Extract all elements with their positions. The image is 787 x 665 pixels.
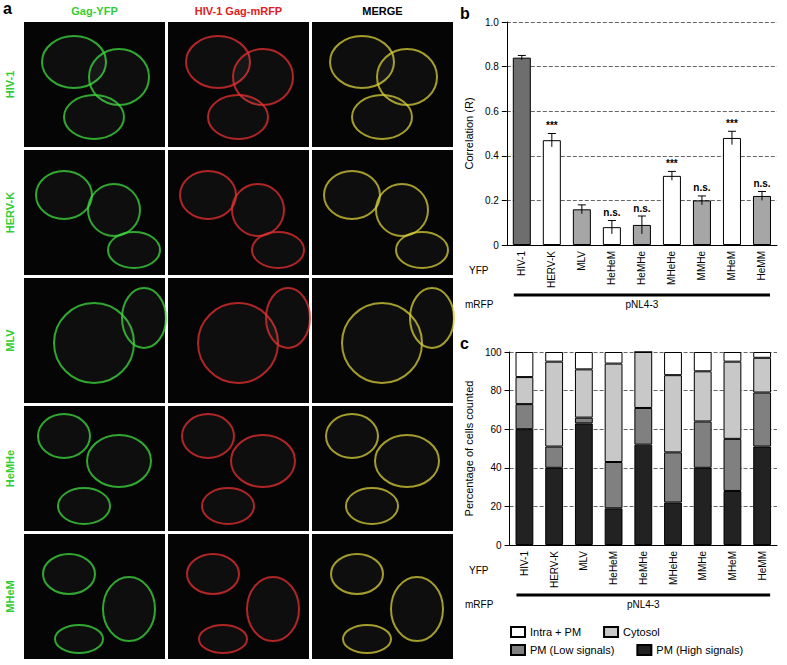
svg-text:HERV-K: HERV-K — [549, 551, 560, 588]
svg-text:MMHe: MMHe — [696, 251, 707, 281]
svg-text:HeHeM: HeHeM — [606, 251, 617, 285]
svg-text:mRFP: mRFP — [465, 299, 494, 310]
svg-text:b: b — [460, 5, 470, 22]
svg-text:MHeM: MHeM — [4, 580, 16, 612]
svg-text:HeMM: HeMM — [756, 251, 767, 280]
svg-text:***: *** — [726, 118, 738, 129]
svg-text:mRFP: mRFP — [465, 599, 494, 610]
svg-text:HIV-1: HIV-1 — [4, 71, 16, 99]
svg-text:100: 100 — [485, 347, 502, 358]
svg-text:YFP: YFP — [469, 265, 489, 276]
svg-text:0: 0 — [493, 240, 499, 251]
svg-text:a: a — [3, 0, 12, 17]
svg-text:c: c — [460, 335, 469, 352]
svg-text:MMHe: MMHe — [697, 551, 708, 581]
svg-text:80: 80 — [490, 385, 502, 396]
svg-text:Intra + PM: Intra + PM — [530, 626, 581, 638]
svg-text:MLV: MLV — [4, 329, 16, 352]
svg-text:0: 0 — [496, 540, 502, 551]
svg-text:n.s.: n.s. — [633, 203, 650, 214]
svg-text:HeHeM: HeHeM — [608, 551, 619, 585]
svg-text:***: *** — [666, 158, 678, 169]
svg-text:Cytosol: Cytosol — [623, 626, 660, 638]
svg-text:HeMHe: HeMHe — [4, 450, 16, 487]
svg-text:HeMHe: HeMHe — [636, 251, 647, 285]
svg-text:1.0: 1.0 — [485, 17, 499, 28]
svg-text:pNL4-3: pNL4-3 — [625, 299, 658, 310]
svg-text:***: *** — [546, 120, 558, 131]
svg-text:Correlation (R): Correlation (R) — [463, 97, 475, 169]
svg-text:HIV-1 Gag-mRFP: HIV-1 Gag-mRFP — [195, 5, 282, 17]
svg-text:HIV-1: HIV-1 — [519, 551, 530, 576]
svg-text:HERV-K: HERV-K — [546, 251, 557, 288]
svg-text:0.8: 0.8 — [485, 61, 499, 72]
svg-text:MHeM: MHeM — [727, 551, 738, 580]
svg-text:0.4: 0.4 — [485, 150, 499, 161]
svg-text:Percentage of cells counted: Percentage of cells counted — [463, 381, 475, 517]
svg-text:PM (High signals): PM (High signals) — [656, 644, 743, 656]
svg-text:n.s.: n.s. — [603, 207, 620, 218]
svg-text:HIV-1: HIV-1 — [516, 251, 527, 276]
svg-text:n.s.: n.s. — [753, 178, 770, 189]
svg-text:60: 60 — [490, 424, 502, 435]
svg-text:MLV: MLV — [576, 251, 587, 271]
svg-text:0.6: 0.6 — [485, 106, 499, 117]
svg-text:PM (Low signals): PM (Low signals) — [530, 644, 614, 656]
svg-text:40: 40 — [490, 462, 502, 473]
svg-text:HeMHe: HeMHe — [638, 551, 649, 585]
svg-text:MHeHe: MHeHe — [668, 551, 679, 585]
svg-text:HERV-K: HERV-K — [4, 192, 16, 233]
svg-text:MLV: MLV — [578, 551, 589, 571]
svg-text:MERGE: MERGE — [362, 5, 402, 17]
svg-text:0.2: 0.2 — [485, 195, 499, 206]
svg-text:MHeHe: MHeHe — [666, 251, 677, 285]
svg-text:n.s.: n.s. — [693, 182, 710, 193]
svg-text:pNL4-3: pNL4-3 — [627, 599, 660, 610]
svg-text:HeMM: HeMM — [757, 551, 768, 580]
svg-text:Gag-YFP: Gag-YFP — [71, 5, 117, 17]
svg-text:YFP: YFP — [469, 565, 489, 576]
svg-text:MHeM: MHeM — [726, 251, 737, 280]
svg-text:20: 20 — [490, 501, 502, 512]
